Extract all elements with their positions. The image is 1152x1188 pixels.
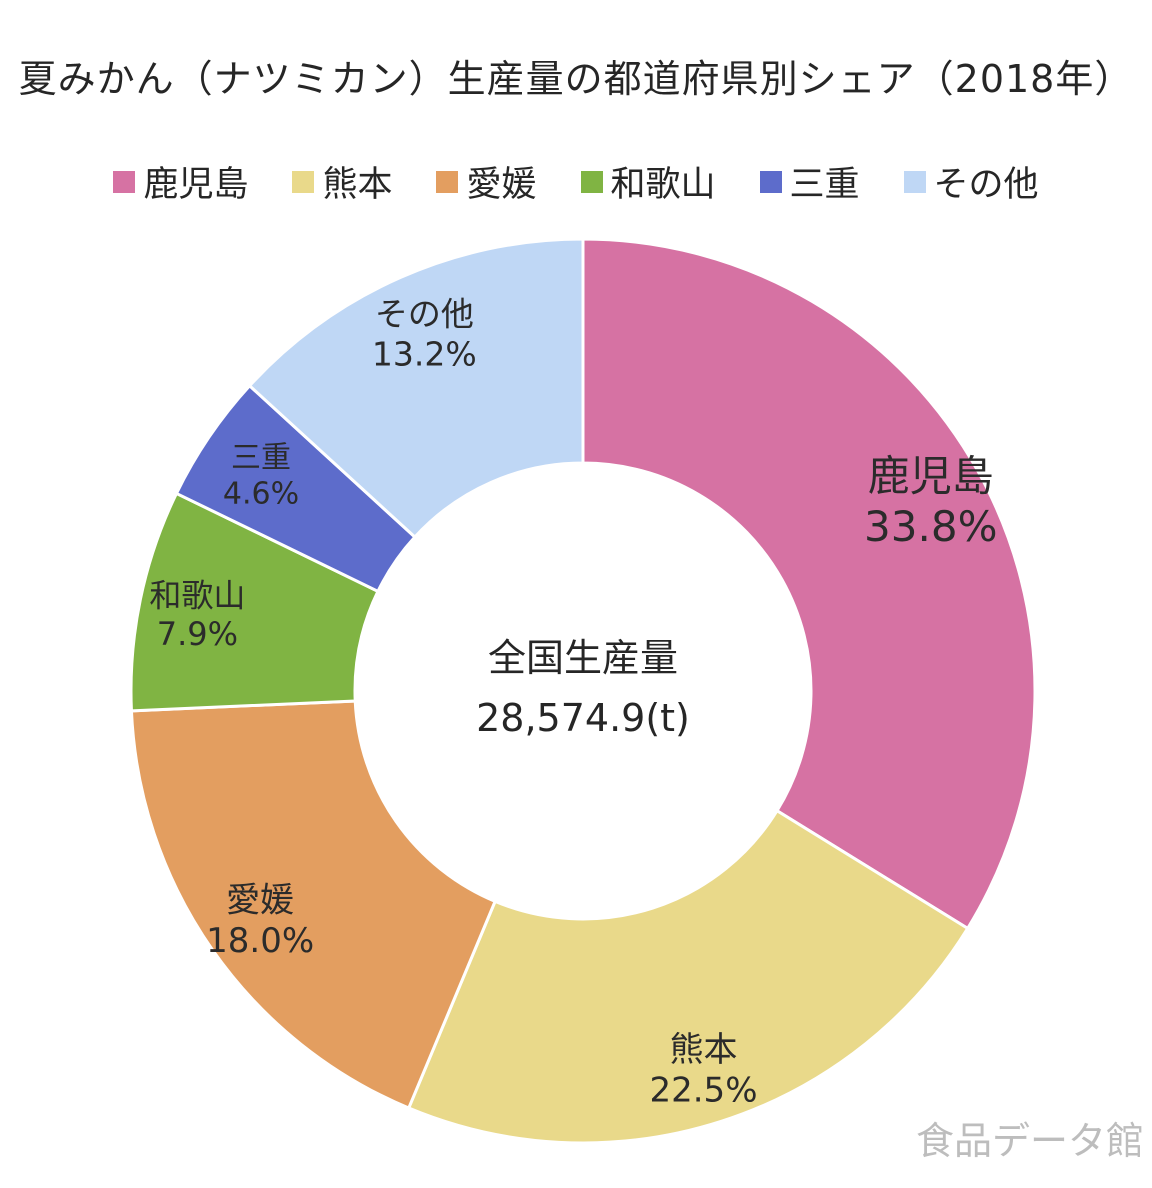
legend-swatch — [292, 170, 315, 193]
legend-swatch — [436, 170, 459, 193]
center-value: 28,574.9(t) — [476, 696, 690, 740]
legend-label: 三重 — [789, 165, 860, 205]
slice-percent-label: 13.2% — [372, 334, 477, 373]
legend-label: 鹿児島 — [143, 165, 249, 205]
legend-swatch — [113, 170, 136, 193]
slice-percent-label: 7.9% — [157, 615, 238, 653]
donut-slice — [406, 808, 970, 1145]
legend-label: その他 — [933, 165, 1039, 205]
slice-name-label: 鹿児島 — [868, 452, 994, 501]
slice-name-label: 和歌山 — [149, 576, 245, 614]
slice-name-label: 愛媛 — [226, 880, 294, 920]
legend-swatch — [580, 170, 603, 193]
slice-name-label: 三重 — [231, 441, 291, 476]
donut-slice — [247, 237, 585, 540]
legend-item: その他 — [903, 156, 1039, 207]
legend-item: 和歌山 — [580, 156, 716, 207]
slice-name-label: その他 — [375, 295, 474, 334]
center-label: 全国生産量 — [488, 636, 678, 680]
legend-item: 熊本 — [292, 156, 392, 207]
legend-label: 愛媛 — [466, 165, 537, 205]
donut-slice — [129, 699, 498, 1111]
legend-item: 三重 — [759, 156, 860, 207]
legend-swatch — [759, 170, 782, 193]
legend-label: 和歌山 — [610, 165, 716, 205]
slice-percent-label: 33.8% — [864, 502, 997, 551]
donut-slice — [581, 237, 1037, 931]
chart-title: 夏みかん（ナツミカン）生産量の都道府県別シェア（2018年） — [18, 57, 1134, 101]
watermark: 食品データ館 — [915, 1119, 1144, 1163]
legend-swatch — [903, 170, 926, 193]
legend-label: 熊本 — [322, 165, 393, 205]
slice-percent-label: 4.6% — [223, 477, 299, 512]
legend-item: 愛媛 — [436, 156, 537, 207]
legend: 鹿児島 熊本 愛媛 和歌山 三重 その他 — [0, 156, 1152, 207]
legend-item: 鹿児島 — [113, 156, 248, 207]
slice-percent-label: 22.5% — [649, 1071, 757, 1111]
slice-name-label: 熊本 — [670, 1030, 738, 1070]
slice-percent-label: 18.0% — [206, 921, 314, 961]
